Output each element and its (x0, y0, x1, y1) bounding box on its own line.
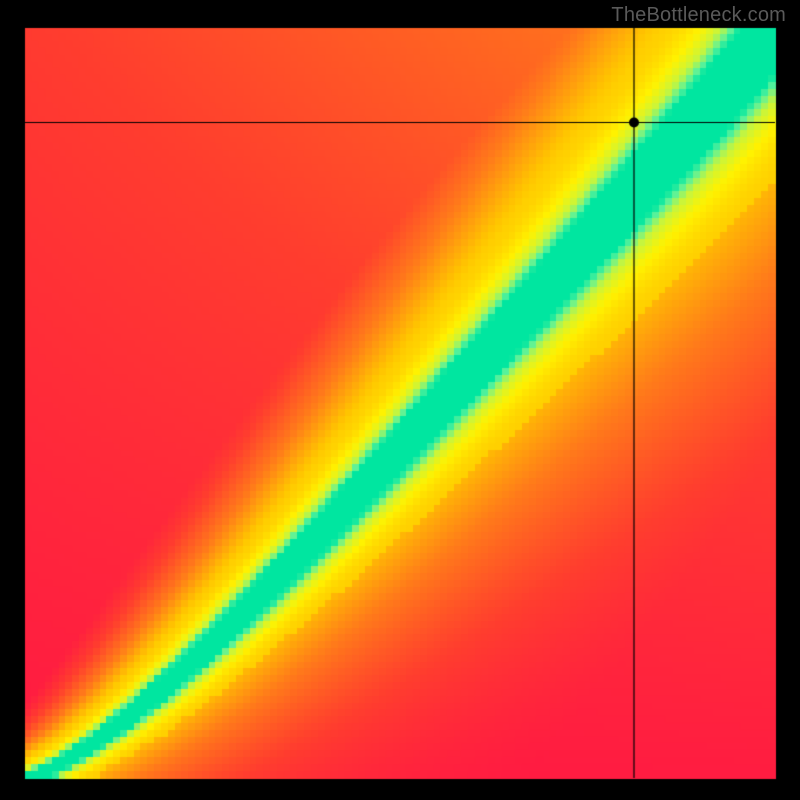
watermark-text: TheBottleneck.com (611, 4, 786, 27)
bottleneck-heatmap (0, 0, 800, 800)
chart-container: TheBottleneck.com (0, 0, 800, 800)
